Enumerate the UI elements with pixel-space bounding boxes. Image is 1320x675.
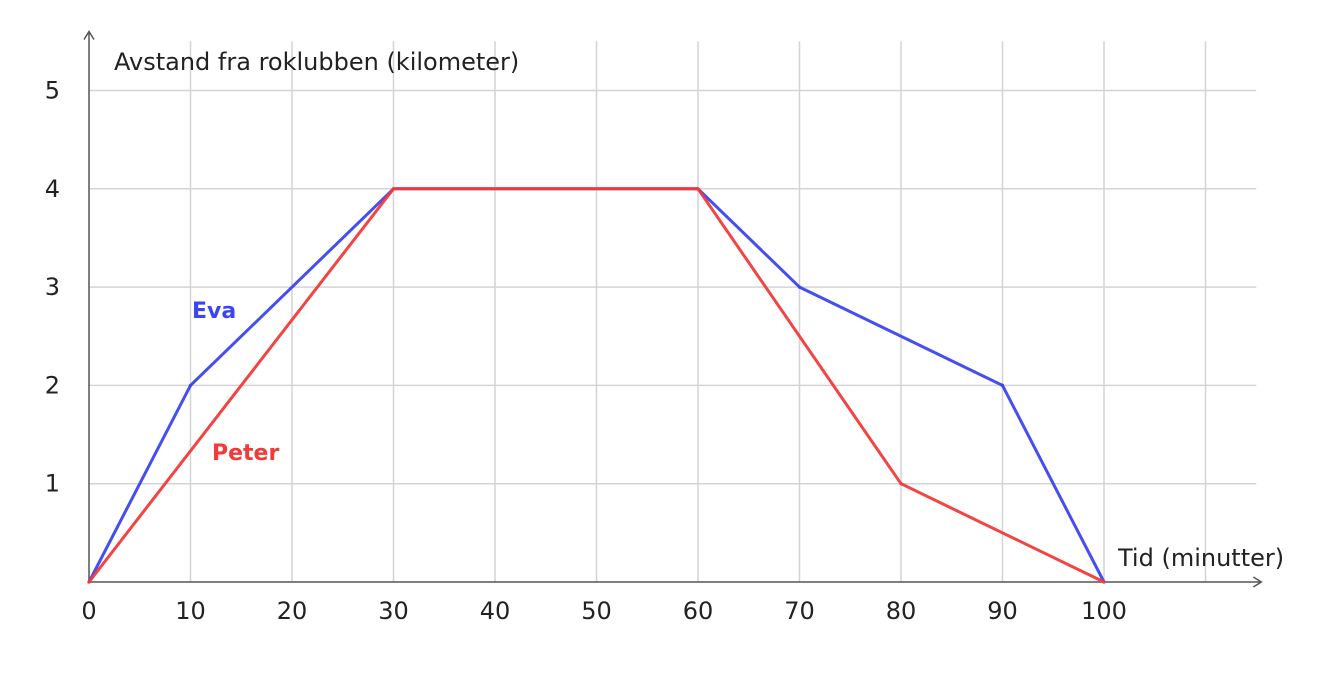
x-tick-label-40: 40 — [480, 597, 511, 625]
series-point-peter-4 — [1102, 580, 1106, 584]
x-tick-label-10: 10 — [175, 597, 206, 625]
series-point-peter-3 — [899, 482, 903, 486]
series-label-eva: Eva — [192, 299, 236, 324]
series-point-peter-2 — [696, 187, 700, 191]
series-point-peter-1 — [391, 187, 396, 191]
series-point-eva-1 — [188, 383, 193, 387]
x-axis-arrow — [1252, 576, 1263, 588]
axes — [83, 30, 1263, 588]
x-tick-label-90: 90 — [987, 597, 1018, 625]
x-tick-label-100: 100 — [1081, 597, 1127, 625]
series-point-peter-0 — [87, 580, 91, 584]
y-axis-title: Avstand fra roklubben (kilometer) — [114, 48, 519, 76]
x-tick-label-70: 70 — [784, 597, 815, 625]
grid — [89, 41, 1257, 582]
x-tick-label-50: 50 — [581, 597, 612, 625]
y-tick-label-3: 3 — [45, 273, 60, 301]
x-tick-label-60: 60 — [683, 597, 714, 625]
x-tick-label-20: 20 — [277, 597, 308, 625]
x-tick-label-0: 0 — [81, 597, 96, 625]
series-label-peter: Peter — [212, 441, 279, 466]
y-tick-label-1: 1 — [45, 470, 60, 498]
x-tick-label-80: 80 — [886, 597, 917, 625]
x-axis-title: Tid (minutter) — [1117, 544, 1284, 572]
y-tick-label-2: 2 — [45, 371, 60, 399]
series-lines — [87, 187, 1106, 584]
series-point-eva-4 — [797, 285, 802, 289]
series-point-eva-5 — [1000, 383, 1005, 387]
tick-labels: 0 10 20 30 40 50 60 70 80 90 100 1 2 3 4 5 — [45, 77, 1127, 626]
y-tick-label-5: 5 — [45, 77, 60, 105]
y-axis-arrow — [83, 30, 95, 40]
x-tick-label-30: 30 — [378, 597, 409, 625]
y-tick-label-4: 4 — [45, 175, 60, 203]
